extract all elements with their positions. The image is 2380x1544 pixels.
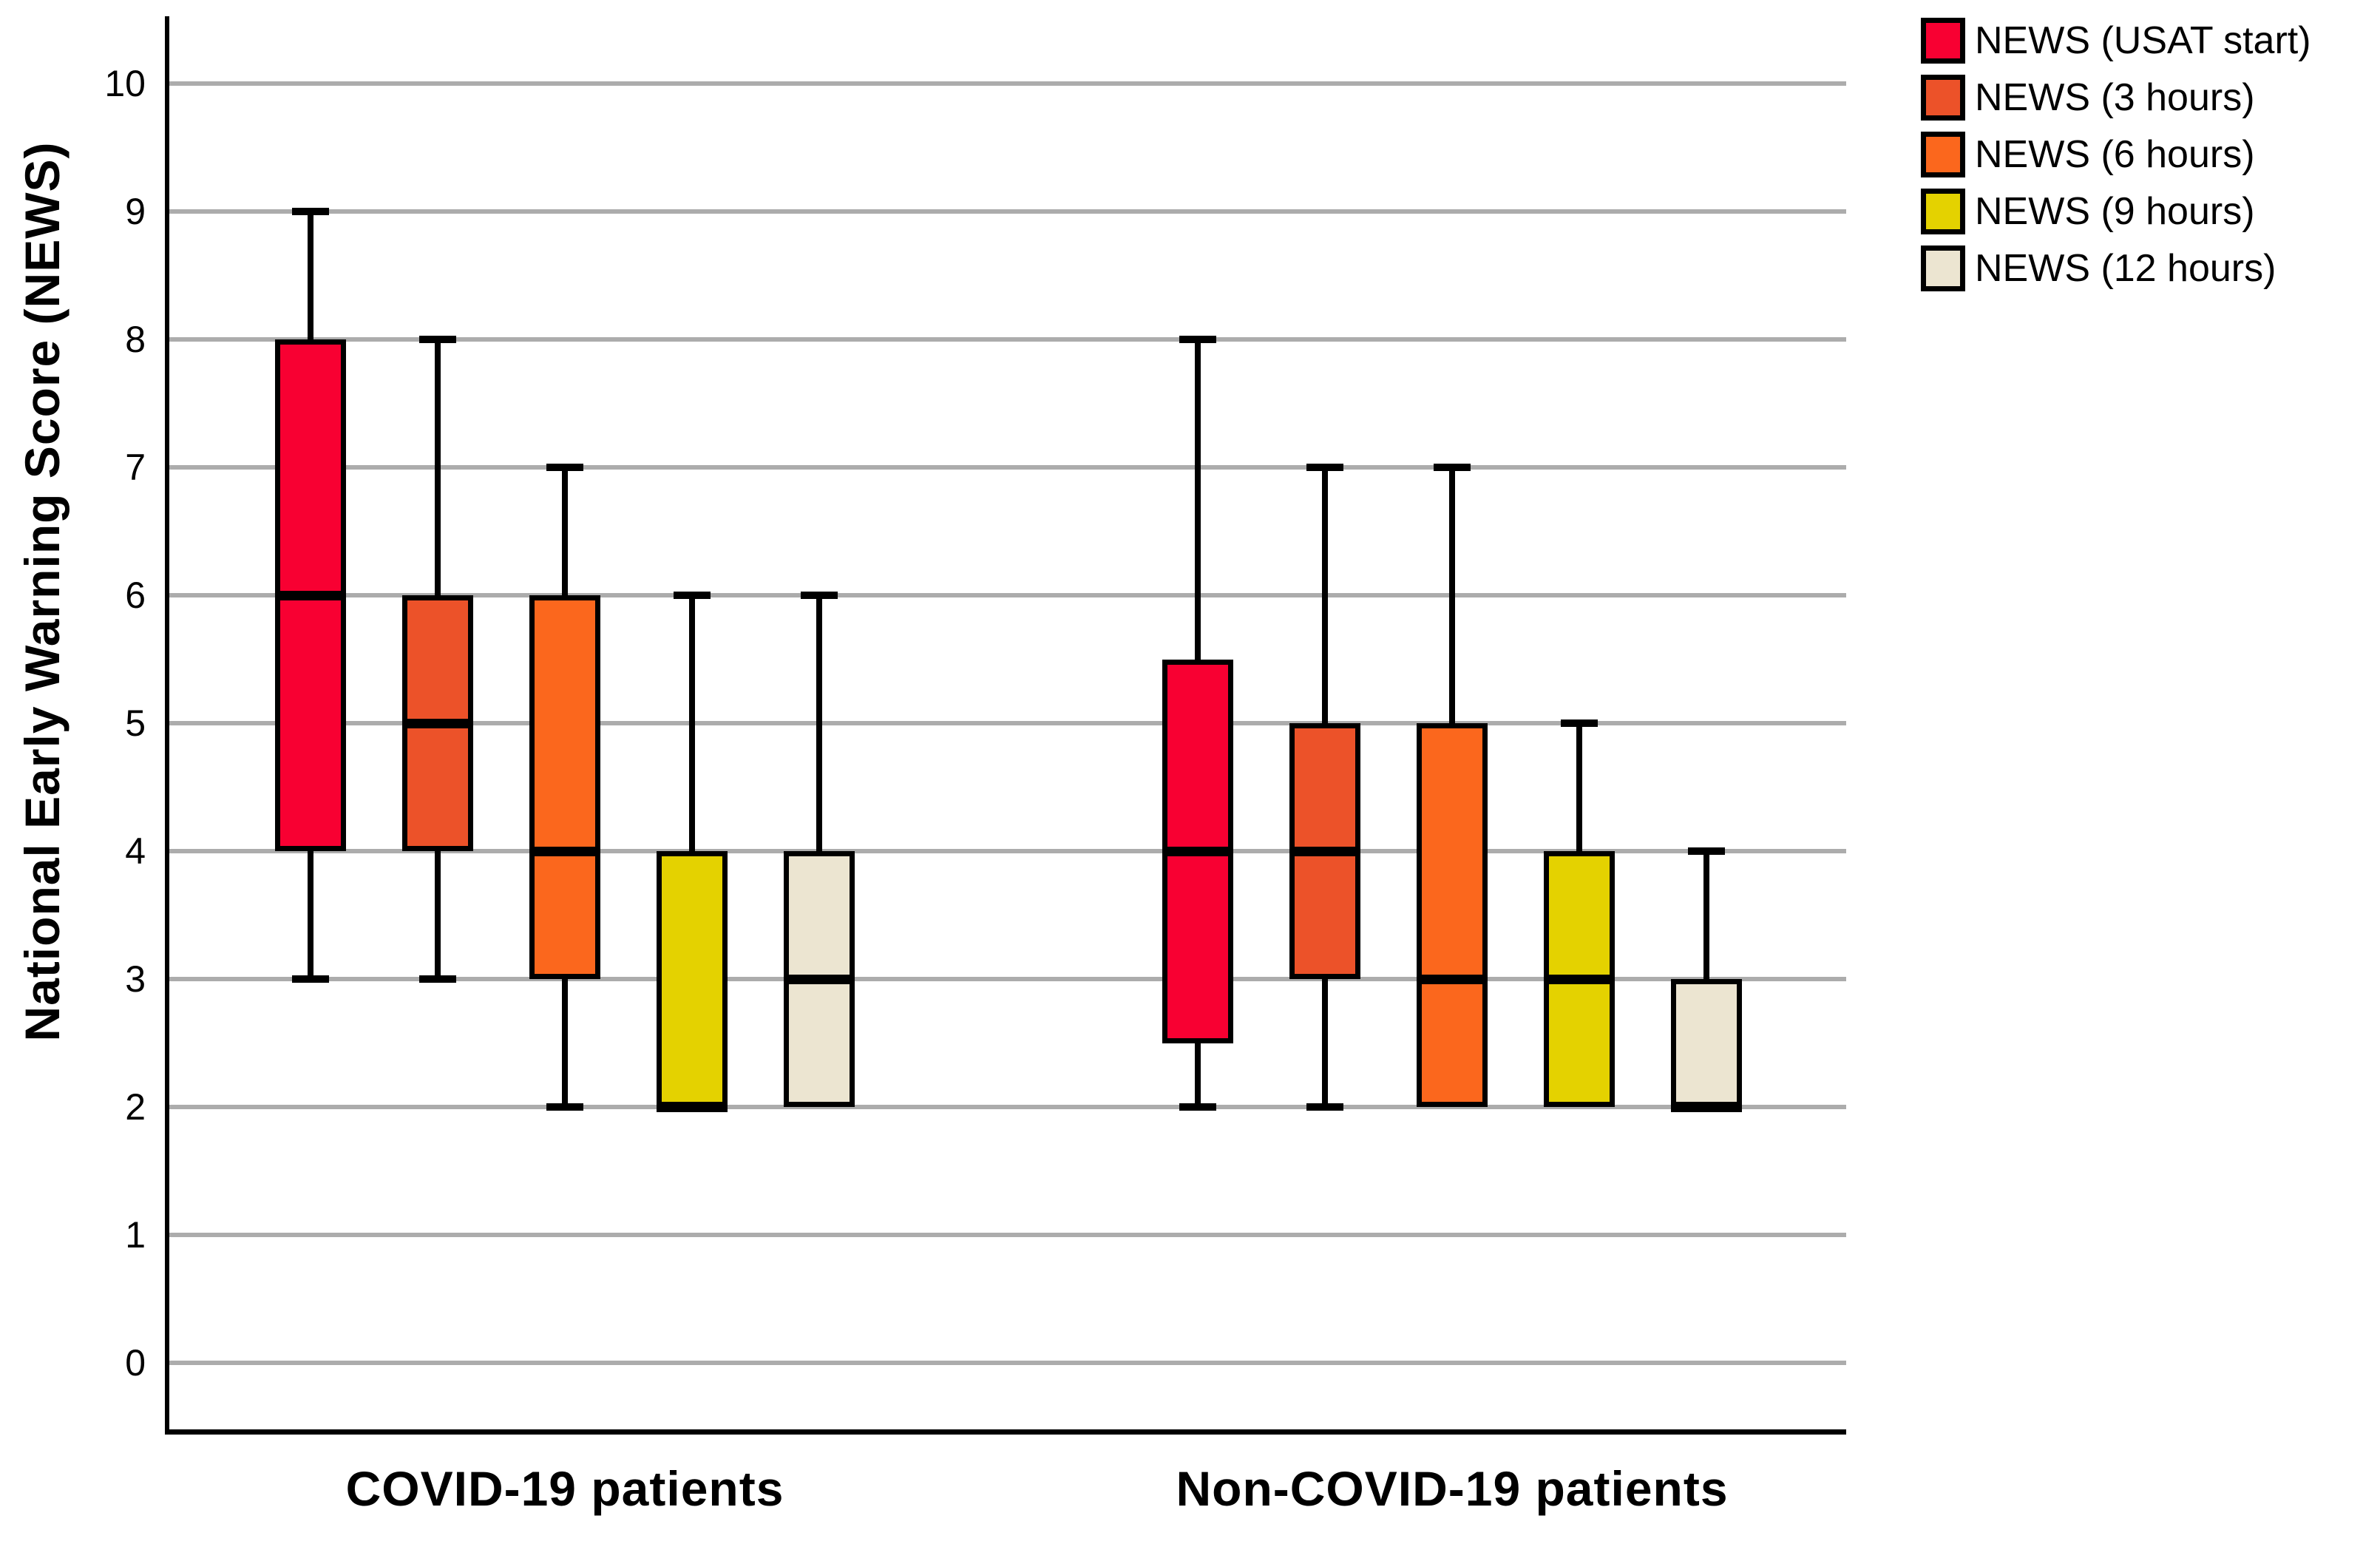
legend-swatch-icon	[1921, 132, 1965, 177]
upper-whisker-line	[689, 595, 695, 851]
median-line	[657, 1103, 728, 1112]
y-tick-label: 8	[125, 319, 146, 360]
boxplot-box	[1671, 979, 1742, 1107]
gridlines-layer	[169, 16, 1846, 1429]
median-line	[275, 591, 346, 600]
median-line	[402, 719, 473, 728]
y-tick-label: 0	[125, 1342, 146, 1384]
legend-swatch-icon	[1921, 75, 1965, 121]
legend-item-label: NEWS (USAT start)	[1975, 19, 2311, 62]
upper-whisker-cap	[674, 592, 711, 599]
upper-whisker-line	[1195, 339, 1201, 660]
upper-whisker-line	[435, 339, 441, 595]
legend-item-label: NEWS (12 hours)	[1975, 247, 2276, 290]
gridline	[169, 721, 1846, 725]
upper-whisker-cap	[419, 336, 456, 343]
upper-whisker-line	[1322, 467, 1328, 723]
lower-whisker-line	[308, 851, 313, 979]
lower-whisker-cap	[419, 975, 456, 983]
gridline	[169, 209, 1846, 214]
y-tick-label: 1	[125, 1214, 146, 1256]
median-line	[784, 975, 855, 984]
y-tick-label: 2	[125, 1086, 146, 1128]
gridline	[169, 849, 1846, 853]
y-tick-label: 10	[104, 63, 146, 104]
gridline	[169, 977, 1846, 981]
median-line	[1417, 975, 1488, 984]
median-line	[529, 847, 600, 856]
median-line	[1162, 847, 1233, 856]
legend-swatch-icon	[1921, 189, 1965, 234]
gridline	[169, 1105, 1846, 1109]
gridline	[169, 1233, 1846, 1237]
gridline	[169, 81, 1846, 86]
lower-whisker-cap	[1179, 1103, 1216, 1111]
upper-whisker-cap	[546, 464, 583, 471]
lower-whisker-cap	[1306, 1103, 1343, 1111]
boxplot-box	[1417, 723, 1488, 1107]
boxplot-box	[529, 595, 600, 979]
plot-area	[165, 16, 1846, 1435]
gridline	[169, 593, 1846, 597]
legend-item: NEWS (USAT start)	[1921, 18, 2311, 64]
y-tick-label: 9	[125, 191, 146, 232]
y-tick-label: 6	[125, 575, 146, 616]
legend-swatch-icon	[1921, 246, 1965, 291]
lower-whisker-line	[435, 851, 441, 979]
legend-item: NEWS (9 hours)	[1921, 189, 2311, 234]
gridline	[169, 337, 1846, 342]
legend: NEWS (USAT start) NEWS (3 hours) NEWS (6 h…	[1921, 18, 2311, 291]
y-tick-label: 3	[125, 958, 146, 1000]
upper-whisker-cap	[1688, 847, 1725, 855]
upper-whisker-line	[1576, 723, 1582, 851]
lower-whisker-line	[1195, 1043, 1201, 1107]
lower-whisker-line	[1322, 979, 1328, 1107]
x-category-label: COVID-19 patients	[345, 1461, 784, 1516]
upper-whisker-cap	[1561, 719, 1598, 727]
upper-whisker-cap	[1434, 464, 1471, 471]
y-tick-label: 5	[125, 702, 146, 744]
median-line	[1671, 1103, 1742, 1112]
median-line	[1544, 975, 1615, 984]
upper-whisker-line	[308, 211, 313, 339]
boxplot-box	[657, 851, 728, 1107]
legend-item-label: NEWS (9 hours)	[1975, 190, 2255, 233]
gridline	[169, 1361, 1846, 1365]
upper-whisker-line	[1703, 851, 1709, 979]
upper-whisker-line	[562, 467, 568, 595]
boxplots-layer	[169, 16, 1846, 1429]
y-tick-label: 4	[125, 830, 146, 872]
legend-item: NEWS (3 hours)	[1921, 75, 2311, 121]
legend-item-label: NEWS (3 hours)	[1975, 76, 2255, 119]
gridline	[169, 465, 1846, 470]
legend-item-label: NEWS (6 hours)	[1975, 133, 2255, 176]
upper-whisker-cap	[801, 592, 838, 599]
upper-whisker-cap	[292, 208, 329, 215]
lower-whisker-cap	[292, 975, 329, 983]
median-line	[1289, 847, 1360, 856]
lower-whisker-line	[562, 979, 568, 1107]
legend-item: NEWS (6 hours)	[1921, 132, 2311, 177]
upper-whisker-line	[1449, 467, 1455, 723]
y-tick-label: 7	[125, 447, 146, 488]
legend-swatch-icon	[1921, 18, 1965, 64]
upper-whisker-cap	[1306, 464, 1343, 471]
lower-whisker-cap	[546, 1103, 583, 1111]
upper-whisker-line	[816, 595, 822, 851]
legend-item: NEWS (12 hours)	[1921, 246, 2311, 291]
x-category-label: Non-COVID-19 patients	[1176, 1461, 1729, 1516]
upper-whisker-cap	[1179, 336, 1216, 343]
